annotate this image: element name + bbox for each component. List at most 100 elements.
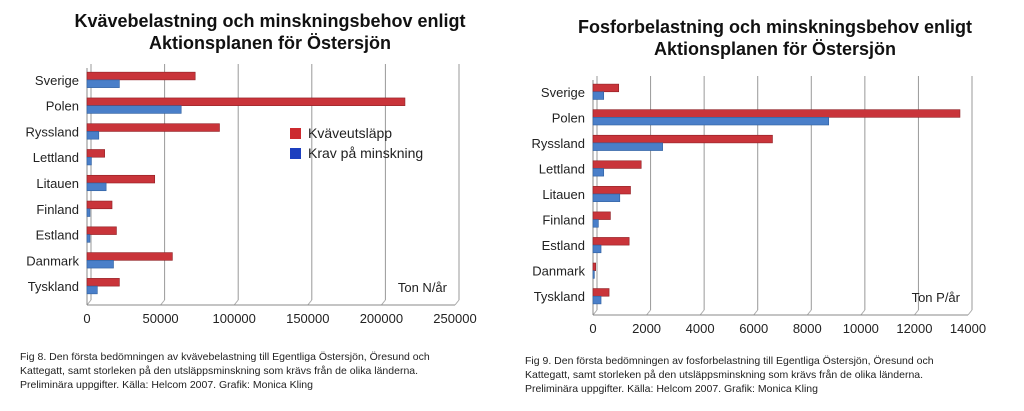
chart-title-phosphorus: Fosforbelastning och minskningsbehov enl…: [545, 16, 1005, 60]
category-label: Litauen: [36, 176, 79, 191]
gridline-foot: [753, 309, 759, 316]
caption-line: Kattegatt, samt storleken på den utsläpp…: [20, 365, 419, 377]
bar-emission: [86, 200, 113, 210]
caption-line: Preliminära uppgifter. Källa: Helcom 200…: [525, 383, 818, 395]
bar-emission: [592, 237, 630, 246]
category-label: Polen: [552, 110, 585, 125]
x-tick-label: 14000: [950, 321, 986, 336]
x-tick-label: 100000: [213, 311, 256, 326]
bar-emission: [86, 226, 117, 235]
x-tick-label: 0: [589, 321, 596, 336]
gridline-foot: [860, 309, 866, 316]
category-label: Tyskland: [534, 289, 585, 304]
x-tick-label: 6000: [739, 321, 768, 336]
gridline-foot: [699, 309, 705, 316]
category-label: Finland: [542, 213, 585, 228]
caption-line: Preliminära uppgifter. Källa: Helcom 200…: [20, 379, 313, 391]
category-label: Sverige: [541, 85, 585, 100]
bar-reduction: [86, 208, 91, 217]
bar-emission: [592, 83, 620, 93]
gridline-foot: [381, 299, 386, 306]
gridline-foot: [233, 299, 239, 306]
bar-reduction: [592, 270, 595, 279]
category-label: Tyskland: [28, 279, 79, 294]
legend-swatch: [290, 128, 301, 139]
gridline-foot: [160, 299, 165, 306]
bar-reduction: [592, 142, 663, 151]
x-tick-label: 2000: [632, 321, 661, 336]
bar-emission: [592, 262, 596, 271]
bar-emission: [592, 288, 610, 297]
legend-label: Krav på minskning: [308, 145, 423, 161]
bar-reduction: [86, 79, 120, 88]
legend-label: Kväveutsläpp: [308, 125, 392, 141]
bar-reduction: [592, 91, 605, 100]
bar-emission: [592, 134, 773, 144]
bar-reduction: [86, 105, 182, 114]
x-tick-label: 200000: [360, 311, 403, 326]
caption-line: Fig 9. Den första bedömningen av fosforb…: [525, 355, 934, 367]
category-label: Lettland: [539, 161, 585, 176]
x-tick-label: 4000: [686, 321, 715, 336]
bar-emission: [86, 149, 105, 158]
bar-emission: [86, 123, 220, 132]
bar-emission: [86, 252, 173, 261]
bar-emission: [592, 109, 961, 118]
unit-label: Ton N/år: [398, 280, 448, 295]
bar-emission: [86, 278, 120, 287]
category-label: Finland: [36, 202, 79, 217]
x-tick-label: 12000: [896, 321, 932, 336]
title-line: Fosforbelastning och minskningsbehov enl…: [577, 17, 973, 37]
bar-emission: [86, 174, 156, 184]
category-label: Sverige: [35, 73, 79, 88]
bar-reduction: [86, 131, 100, 140]
gridline-foot: [86, 299, 92, 306]
bar-emission: [86, 97, 406, 106]
bar-reduction: [592, 295, 602, 305]
x-tick-label: 0: [83, 311, 90, 326]
chart-title-nitrogen: Kvävebelastning och minskningsbehov enli…: [40, 10, 500, 54]
category-label: Danmark: [26, 253, 79, 268]
gridline-foot: [806, 309, 812, 316]
bar-emission: [592, 211, 611, 220]
x-tick-label: 250000: [433, 311, 476, 326]
bar-reduction: [86, 260, 114, 269]
legend-swatch: [290, 148, 301, 159]
bar-reduction: [86, 234, 91, 243]
title-line: Kvävebelastning och minskningsbehov enli…: [74, 11, 466, 31]
category-label: Ryssland: [26, 124, 79, 139]
bar-reduction: [592, 219, 599, 228]
unit-label: Ton P/år: [912, 290, 961, 305]
category-label: Estland: [542, 238, 585, 253]
caption-phosphorus: Fig 9. Den första bedömningen av fosforb…: [525, 354, 934, 396]
category-label: Danmark: [532, 264, 585, 279]
gridline-foot: [967, 309, 973, 316]
bar-emission: [592, 160, 642, 169]
x-tick-label: 150000: [286, 311, 329, 326]
bar-reduction: [592, 117, 830, 126]
caption-line: Kattegatt, samt storleken på den utsläpp…: [525, 369, 924, 381]
gridline-foot: [914, 309, 919, 316]
x-tick-label: 50000: [143, 311, 179, 326]
bar-emission: [86, 71, 196, 81]
bar-reduction: [592, 168, 605, 177]
bar-reduction: [592, 244, 602, 254]
gridline-foot: [646, 309, 651, 316]
bar-reduction: [86, 285, 98, 295]
category-label: Lettland: [33, 150, 79, 165]
x-tick-label: 8000: [793, 321, 822, 336]
title-line: Aktionsplanen för Östersjön: [148, 33, 392, 53]
category-label: Polen: [46, 99, 79, 114]
bar-reduction: [592, 193, 621, 202]
caption-nitrogen: Fig 8. Den första bedömningen av kvävebe…: [20, 350, 430, 392]
category-label: Ryssland: [532, 136, 585, 151]
gridline-foot: [454, 299, 460, 306]
gridline-foot: [307, 299, 313, 306]
title-line: Aktionsplanen för Östersjön: [653, 39, 897, 59]
bar-reduction: [86, 182, 107, 192]
x-tick-label: 10000: [843, 321, 879, 336]
bar-reduction: [86, 156, 92, 166]
gridline-foot: [592, 309, 598, 316]
category-label: Litauen: [542, 187, 585, 202]
